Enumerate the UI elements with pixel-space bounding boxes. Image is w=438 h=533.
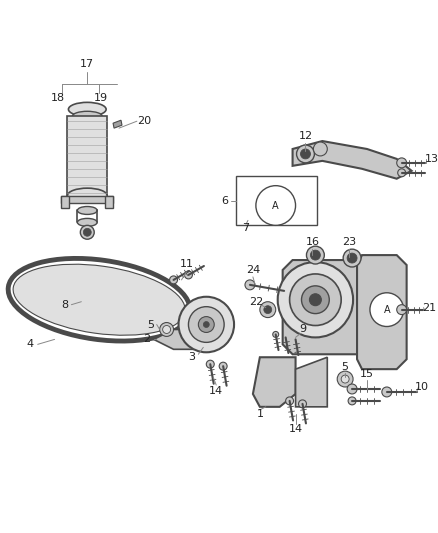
- Text: 17: 17: [80, 59, 94, 69]
- Circle shape: [80, 225, 94, 239]
- Circle shape: [206, 360, 214, 368]
- Circle shape: [397, 305, 406, 314]
- Polygon shape: [253, 357, 296, 407]
- Polygon shape: [357, 255, 406, 369]
- Circle shape: [341, 375, 349, 383]
- Polygon shape: [296, 357, 327, 407]
- Circle shape: [293, 336, 299, 342]
- Circle shape: [307, 246, 324, 264]
- Circle shape: [83, 228, 91, 236]
- Circle shape: [343, 249, 361, 267]
- Circle shape: [256, 185, 296, 225]
- Text: 18: 18: [50, 93, 64, 103]
- Text: 7: 7: [242, 223, 250, 233]
- Text: 23: 23: [342, 237, 356, 247]
- Text: 3: 3: [188, 352, 195, 362]
- Text: 24: 24: [246, 265, 260, 275]
- Circle shape: [179, 297, 234, 352]
- Circle shape: [170, 276, 177, 284]
- Text: 6: 6: [221, 196, 228, 206]
- Circle shape: [301, 286, 329, 313]
- Text: 10: 10: [414, 382, 428, 392]
- Circle shape: [348, 397, 356, 405]
- Circle shape: [264, 306, 272, 313]
- Ellipse shape: [68, 102, 106, 116]
- Text: 5: 5: [342, 362, 349, 372]
- Text: 21: 21: [422, 303, 437, 313]
- Ellipse shape: [13, 264, 185, 335]
- Circle shape: [382, 387, 392, 397]
- Circle shape: [286, 397, 293, 405]
- Circle shape: [370, 293, 404, 327]
- Text: 14: 14: [289, 424, 303, 434]
- Circle shape: [314, 142, 327, 156]
- Circle shape: [278, 262, 353, 337]
- Circle shape: [162, 326, 170, 334]
- Circle shape: [300, 149, 311, 159]
- Circle shape: [297, 145, 314, 163]
- Circle shape: [245, 280, 255, 290]
- Ellipse shape: [67, 188, 107, 203]
- Circle shape: [311, 250, 320, 260]
- Text: 8: 8: [61, 300, 68, 310]
- Circle shape: [337, 371, 353, 387]
- Text: 4: 4: [26, 340, 33, 349]
- Circle shape: [260, 302, 276, 318]
- Circle shape: [184, 271, 192, 279]
- Circle shape: [290, 274, 341, 326]
- Ellipse shape: [78, 206, 97, 214]
- Polygon shape: [293, 141, 412, 179]
- Polygon shape: [113, 120, 122, 128]
- Text: 1: 1: [256, 409, 263, 419]
- Ellipse shape: [72, 111, 102, 121]
- Text: 15: 15: [360, 369, 374, 379]
- Text: 22: 22: [249, 297, 263, 306]
- Circle shape: [160, 322, 173, 336]
- Text: 11: 11: [180, 259, 194, 269]
- Circle shape: [188, 306, 224, 342]
- Text: 9: 9: [299, 325, 306, 335]
- Text: 20: 20: [137, 116, 151, 126]
- Text: 13: 13: [424, 154, 438, 164]
- Text: 16: 16: [305, 237, 319, 247]
- Circle shape: [273, 332, 279, 337]
- Polygon shape: [67, 116, 107, 196]
- Text: A: A: [384, 305, 390, 314]
- Circle shape: [203, 321, 209, 327]
- Circle shape: [283, 334, 289, 341]
- Circle shape: [309, 294, 321, 306]
- Text: 2: 2: [143, 334, 150, 344]
- Circle shape: [398, 169, 406, 177]
- Text: 5: 5: [147, 319, 154, 329]
- Circle shape: [397, 158, 406, 168]
- Text: 14: 14: [209, 386, 223, 396]
- Polygon shape: [283, 260, 367, 354]
- Text: 19: 19: [94, 93, 108, 103]
- Ellipse shape: [78, 219, 97, 227]
- Circle shape: [198, 317, 214, 333]
- Text: A: A: [272, 200, 279, 211]
- Circle shape: [347, 253, 357, 263]
- Polygon shape: [61, 196, 70, 208]
- Circle shape: [347, 384, 357, 394]
- Polygon shape: [61, 196, 113, 203]
- Circle shape: [219, 362, 227, 370]
- Polygon shape: [105, 196, 113, 208]
- Text: 12: 12: [298, 131, 313, 141]
- Circle shape: [299, 400, 307, 408]
- Polygon shape: [154, 329, 203, 349]
